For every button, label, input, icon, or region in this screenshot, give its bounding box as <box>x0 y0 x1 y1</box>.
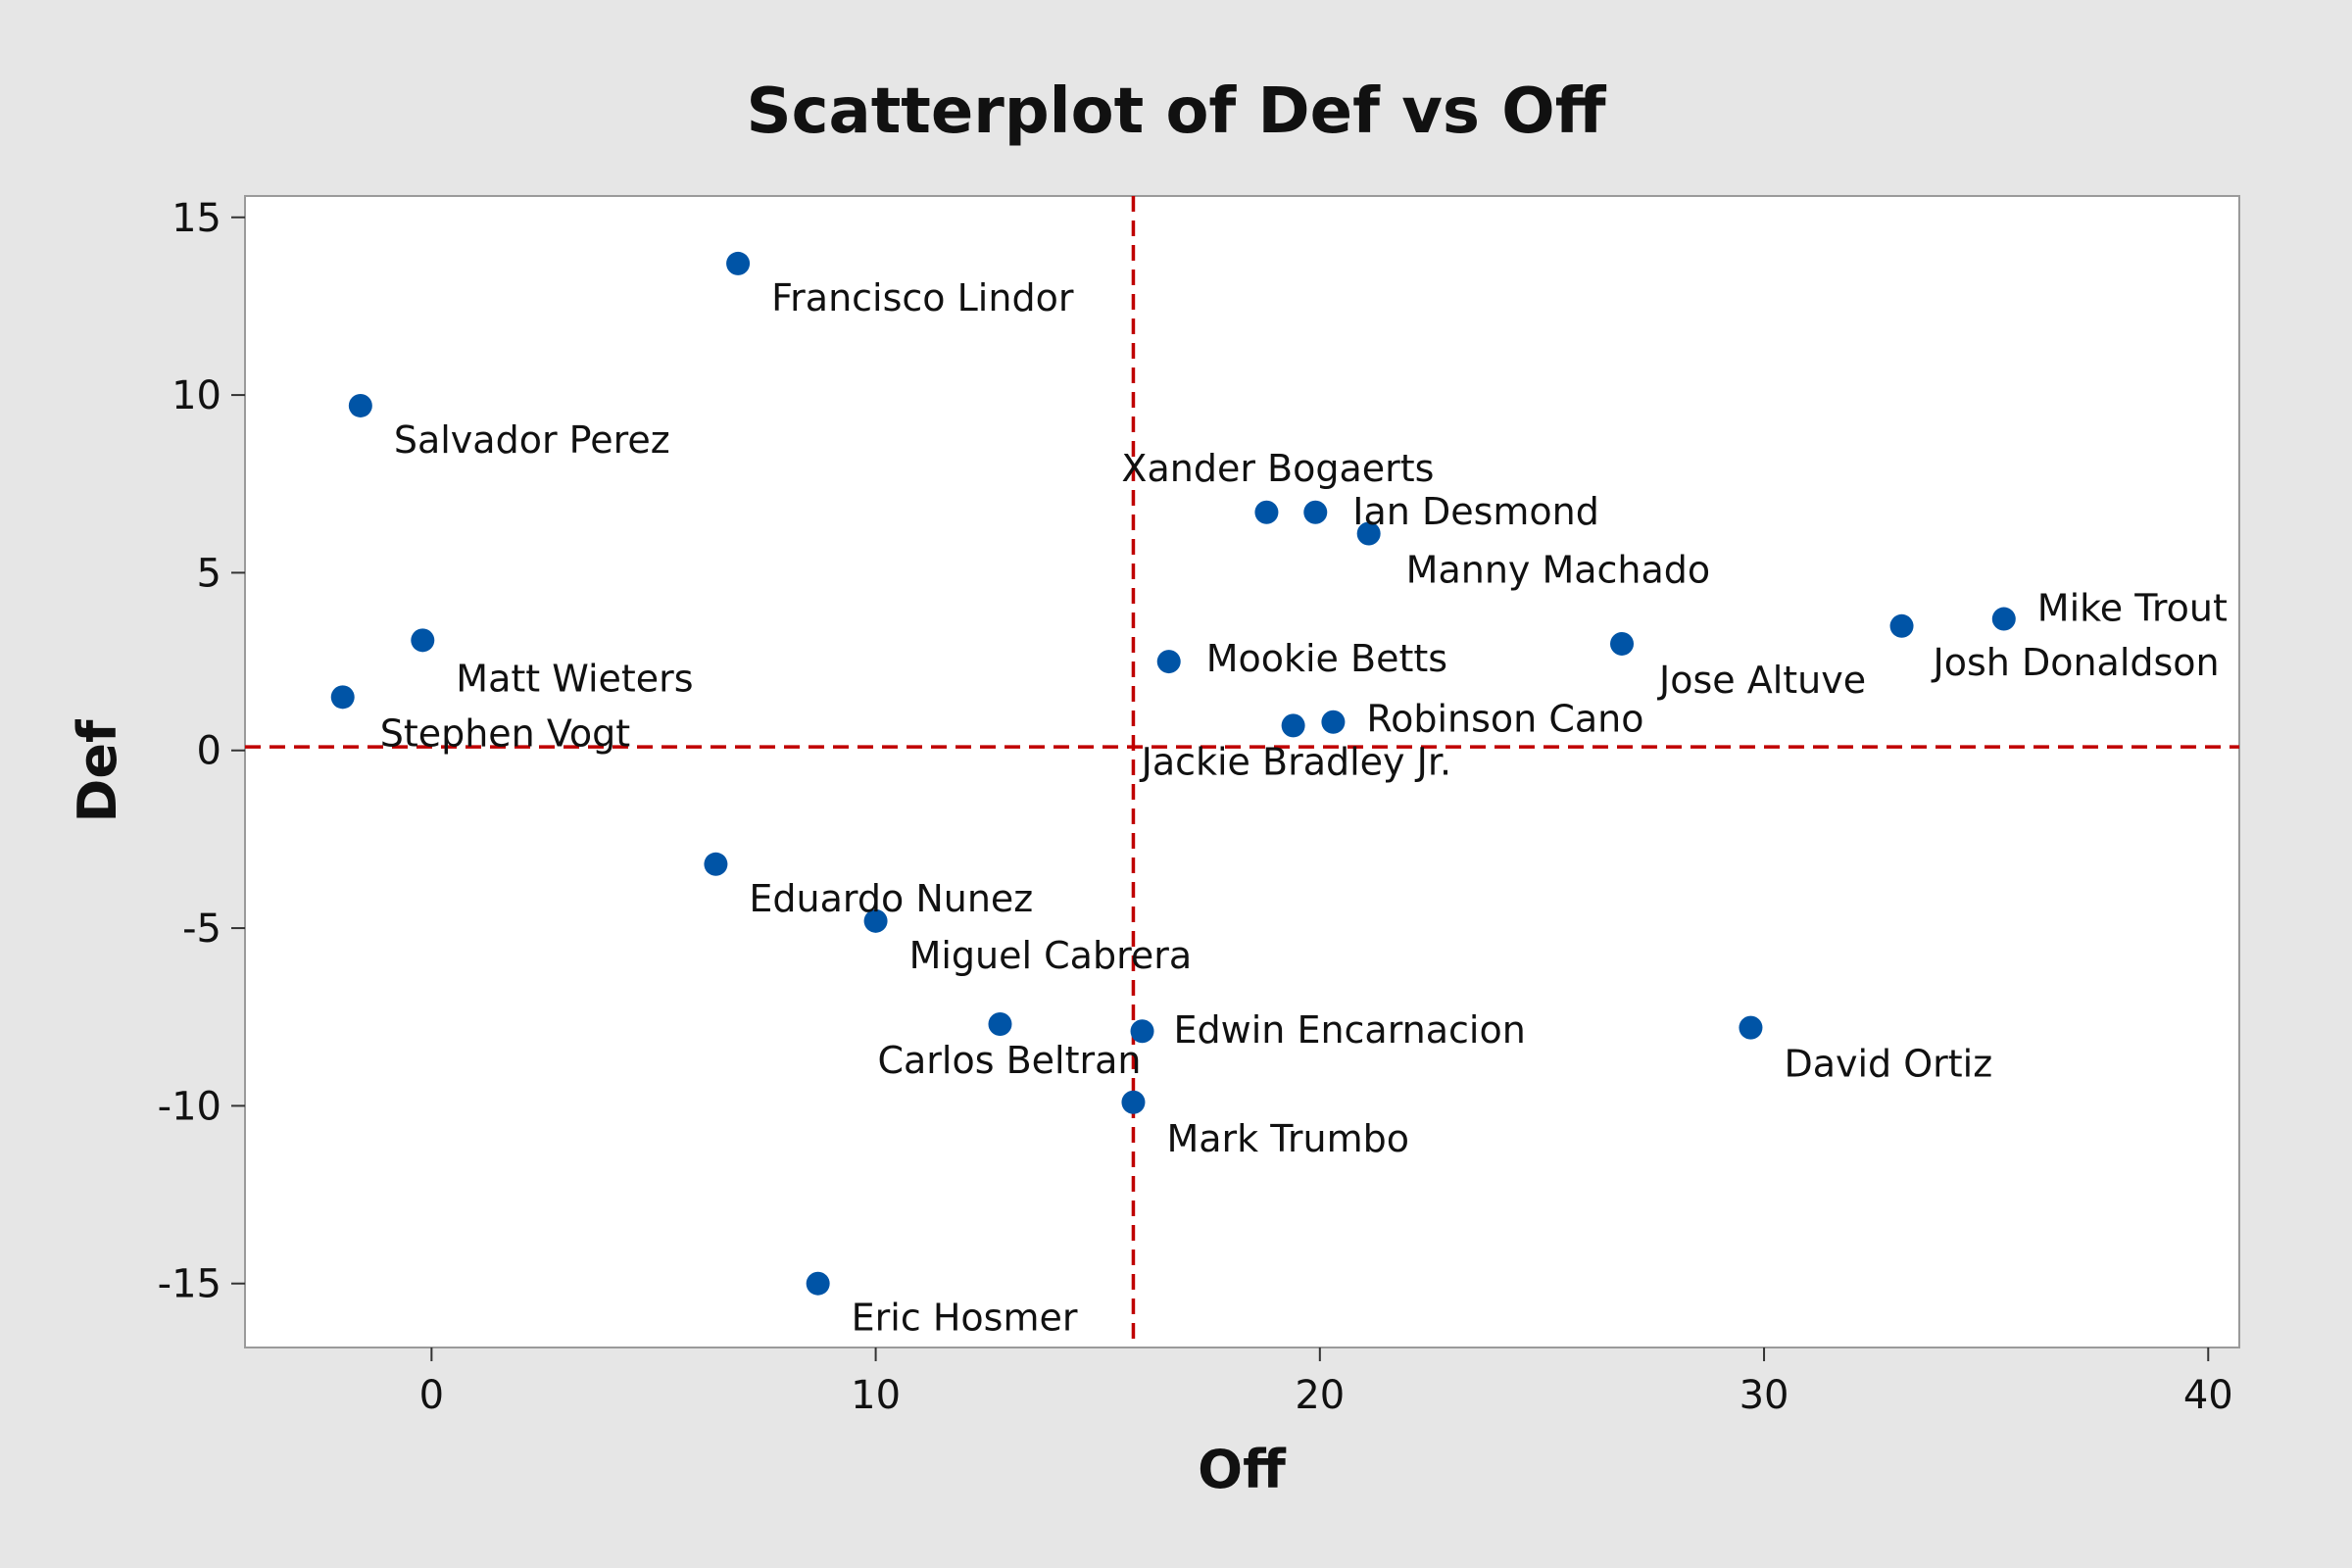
data-point <box>1254 500 1279 524</box>
data-point <box>1610 631 1635 656</box>
y-tick-label: -15 <box>158 1262 221 1307</box>
point-label: Salvador Perez <box>394 418 670 462</box>
data-point <box>1356 521 1381 546</box>
y-tick-label: 15 <box>172 196 221 241</box>
plot-area <box>244 195 2240 1348</box>
point-label: Mookie Betts <box>1206 637 1447 680</box>
point-label: Mike Trout <box>2037 587 2228 630</box>
point-label: Francisco Lindor <box>771 276 1074 319</box>
data-point <box>988 1011 1012 1036</box>
point-label: Josh Donaldson <box>1932 641 2220 684</box>
data-point <box>348 393 372 417</box>
point-label: Mark Trumbo <box>1166 1117 1409 1160</box>
point-label: Ian Desmond <box>1352 490 1599 533</box>
data-point <box>726 251 751 275</box>
point-label: Eduardo Nunez <box>749 877 1033 920</box>
data-point <box>1121 1090 1146 1114</box>
data-point <box>1303 500 1328 524</box>
x-tick-label: 20 <box>1295 1373 1345 1418</box>
point-label: Jackie Bradley Jr. <box>1140 740 1451 783</box>
point-label: Eric Hosmer <box>852 1297 1078 1340</box>
data-point <box>863 908 888 933</box>
y-axis: 15 10 5 0 -5 -10 -15 <box>158 196 245 1307</box>
point-labels: Francisco Lindor Salvador Perez Xander Bog… <box>380 276 2228 1340</box>
point-label: Edwin Encarnacion <box>1174 1008 1526 1052</box>
point-label: David Ortiz <box>1784 1043 1992 1086</box>
data-point <box>1130 1019 1154 1044</box>
data-point <box>1889 613 1914 638</box>
point-label: Xander Bogaerts <box>1121 447 1434 490</box>
point-label: Miguel Cabrera <box>909 934 1193 977</box>
point-label: Matt Wieters <box>456 657 693 700</box>
point-label: Robinson Cano <box>1366 698 1643 741</box>
data-point <box>1739 1015 1763 1040</box>
y-tick-label: -10 <box>158 1084 221 1129</box>
data-point <box>1991 607 2016 631</box>
x-tick-label: 30 <box>1740 1373 1789 1418</box>
y-tick-label: 10 <box>172 373 221 418</box>
point-label: Jose Altuve <box>1657 659 1866 702</box>
chart-title: Scatterplot of Def vs Off <box>746 75 1606 148</box>
data-point <box>704 852 728 876</box>
y-tick-label: -5 <box>182 906 221 952</box>
data-point <box>1156 650 1181 674</box>
y-axis-title: Def <box>67 719 128 822</box>
x-axis-title: Off <box>1198 1439 1287 1500</box>
x-tick-label: 0 <box>419 1373 444 1418</box>
x-tick-label: 10 <box>851 1373 901 1418</box>
data-point <box>411 628 435 653</box>
x-tick-label: 40 <box>2183 1373 2233 1418</box>
data-point <box>330 685 355 710</box>
data-point <box>806 1271 830 1296</box>
point-label: Manny Machado <box>1406 549 1711 592</box>
y-tick-label: 5 <box>197 551 221 596</box>
y-tick-label: 0 <box>197 729 221 774</box>
point-label: Stephen Vogt <box>380 711 630 755</box>
data-point <box>1321 710 1346 734</box>
data-points <box>330 251 2016 1296</box>
reference-lines <box>245 196 2239 1348</box>
x-axis: 0 10 20 30 40 <box>419 1348 2233 1418</box>
data-point <box>1281 713 1305 738</box>
point-label: Carlos Beltran <box>877 1039 1141 1082</box>
